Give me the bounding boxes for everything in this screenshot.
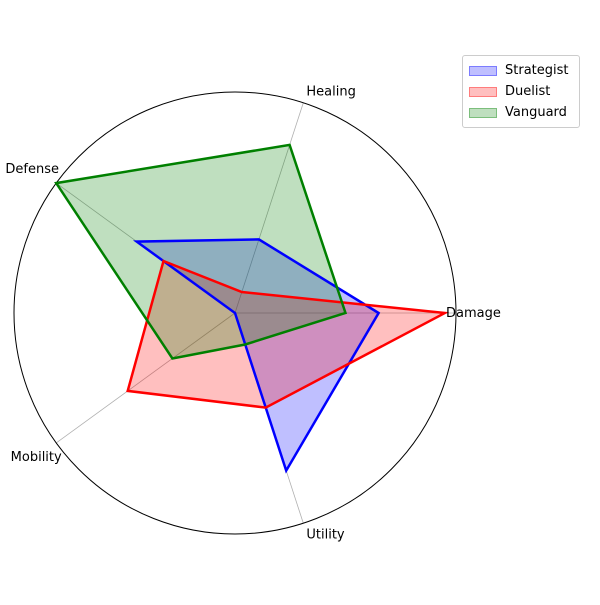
axis-label-healing: Healing [306,84,355,99]
series-line-strategist [132,238,381,474]
spoke-healing [234,102,304,314]
outer-ring [13,91,457,535]
series-area-strategist [136,239,379,471]
series-area-duelist [127,261,445,408]
legend-swatch-duelist [469,86,497,97]
legend-label-vanguard: Vanguard [505,105,567,120]
series-line-duelist [126,259,450,409]
legend-swatch-strategist [469,65,497,76]
series-area-vanguard [56,144,346,359]
axis-label-defense: Defense [5,162,59,177]
series-group [54,143,450,474]
legend-item-vanguard: Vanguard [469,102,573,123]
legend-label-duelist: Duelist [505,84,551,99]
axis-label-group: Damage Healing Defense Mobility Utility [5,84,500,542]
legend-item-duelist: Duelist [469,81,573,102]
legend-label-strategist: Strategist [505,63,569,78]
axis-label-mobility: Mobility [11,450,62,465]
axis-label-damage: Damage [446,306,501,321]
legend-item-strategist: Strategist [469,60,573,81]
legend-swatch-vanguard [469,107,497,118]
axis-label-utility: Utility [306,528,345,543]
spoke-mobility [55,312,236,444]
series-line-vanguard [54,143,348,360]
legend: Strategist Duelist Vanguard [462,55,580,128]
